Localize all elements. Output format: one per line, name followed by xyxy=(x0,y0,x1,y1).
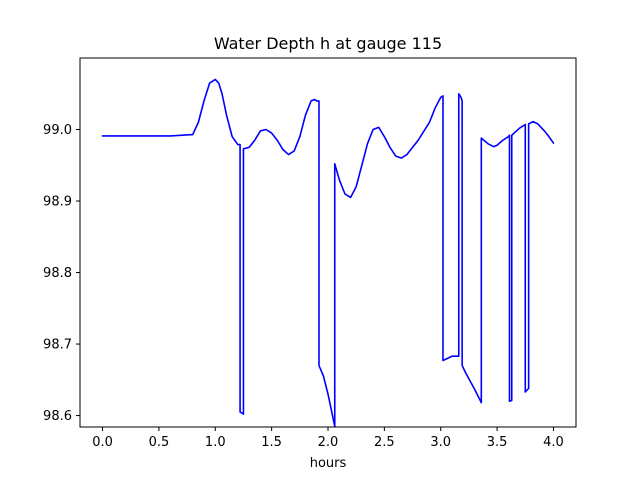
y-tick-label: 98.9 xyxy=(43,195,72,210)
x-tick-label: 3.0 xyxy=(430,435,451,450)
y-tick-label: 98.6 xyxy=(43,409,72,424)
x-tick-label: 1.5 xyxy=(261,435,282,450)
y-tick-label: 99.0 xyxy=(43,123,72,138)
x-tick-label: 2.0 xyxy=(318,435,339,450)
y-axis: 98.6 98.7 98.8 98.9 99.0 xyxy=(43,123,80,424)
series-line-0 xyxy=(101,78,555,428)
x-tick-label: 1.0 xyxy=(205,435,226,450)
y-tick-label: 98.8 xyxy=(43,266,72,281)
x-tick-label: 3.5 xyxy=(487,435,508,450)
x-tick-label: 0.0 xyxy=(92,435,113,450)
x-tick-label: 2.5 xyxy=(374,435,395,450)
y-tick-label: 98.7 xyxy=(43,338,72,353)
plot-area xyxy=(101,78,555,428)
x-tick-label: 4.0 xyxy=(543,435,564,450)
chart-title: Water Depth h at gauge 115 xyxy=(214,34,442,53)
x-tick-label: 0.5 xyxy=(149,435,170,450)
x-axis: 0.0 0.5 1.0 1.5 2.0 2.5 3.0 3.5 4.0 xyxy=(92,427,564,450)
x-axis-label: hours xyxy=(310,456,347,471)
